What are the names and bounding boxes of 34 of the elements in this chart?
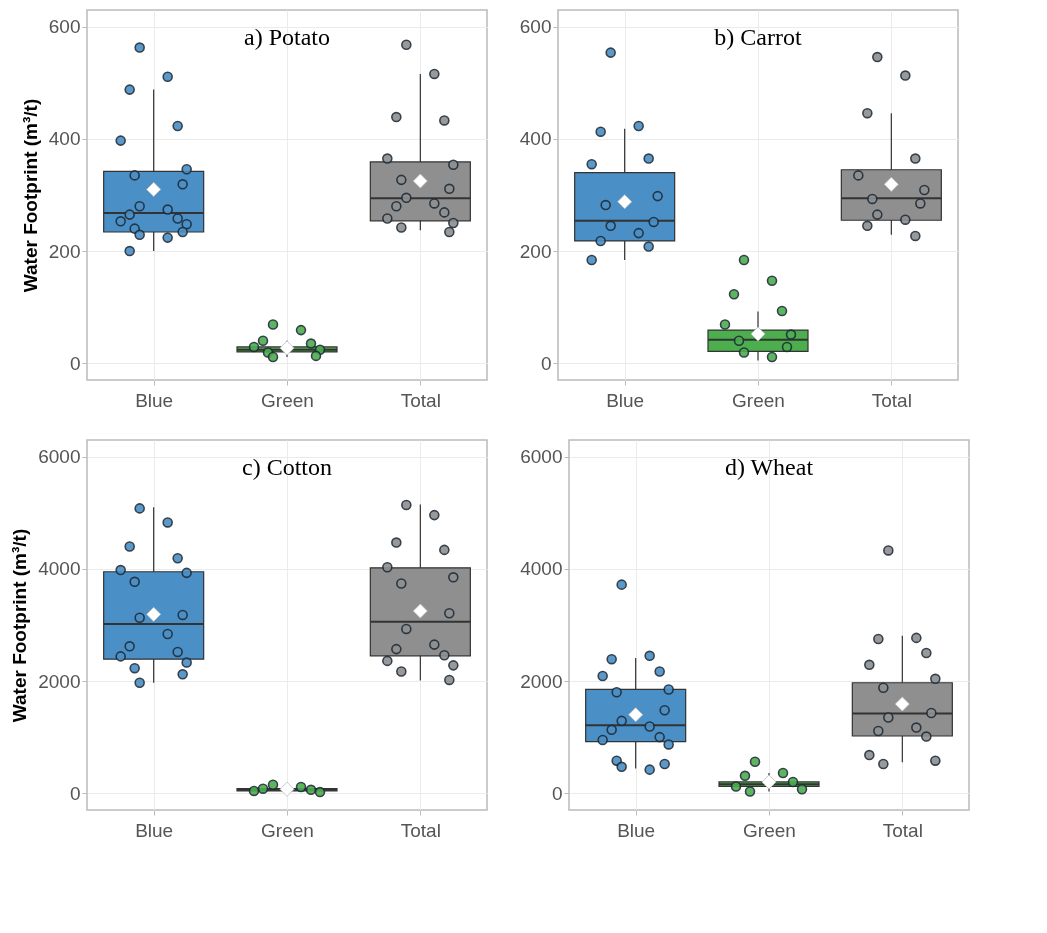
y-tick-label: 4000 — [38, 558, 81, 580]
x-tick-label: Total — [882, 819, 923, 841]
y-tick-label: 400 — [48, 128, 81, 150]
x-tick-label: Green — [261, 389, 314, 411]
x-tick-label: Green — [261, 819, 314, 841]
y-tick-label: 0 — [551, 782, 563, 804]
x-tick-label: Green — [743, 819, 796, 841]
x-tick-label: Blue — [606, 389, 645, 411]
text: a) Potato — [244, 24, 330, 50]
x-tick-label: Green — [732, 389, 785, 411]
y-tick-label: 2000 — [38, 670, 81, 692]
y-axis-title: Water Footprint (m³/t) — [19, 98, 41, 293]
y-tick-label: 0 — [69, 782, 81, 804]
y-tick-label: 0 — [69, 352, 81, 374]
y-tick-label: 600 — [519, 16, 552, 38]
x-tick-label: Total — [400, 389, 441, 411]
x-tick-label: Blue — [617, 819, 656, 841]
y-tick-label: 6000 — [38, 446, 81, 468]
x-tick-label: Blue — [135, 819, 174, 841]
y-tick-label: 200 — [48, 240, 81, 262]
y-axis-title: Water Footprint (m³/t) — [9, 528, 31, 723]
text: d) Wheat — [724, 454, 814, 480]
x-tick-label: Total — [400, 819, 441, 841]
y-tick-label: 0 — [540, 352, 552, 374]
text: c) Cotton — [242, 454, 332, 480]
y-tick-label: 200 — [519, 240, 552, 262]
text: b) Carrot — [714, 24, 802, 50]
y-tick-label: 6000 — [520, 446, 563, 468]
y-tick-label: 400 — [519, 128, 552, 150]
x-tick-label: Blue — [135, 389, 174, 411]
y-tick-label: 600 — [48, 16, 81, 38]
y-tick-label: 4000 — [520, 558, 563, 580]
x-tick-label: Total — [871, 389, 912, 411]
y-tick-label: 2000 — [520, 670, 563, 692]
